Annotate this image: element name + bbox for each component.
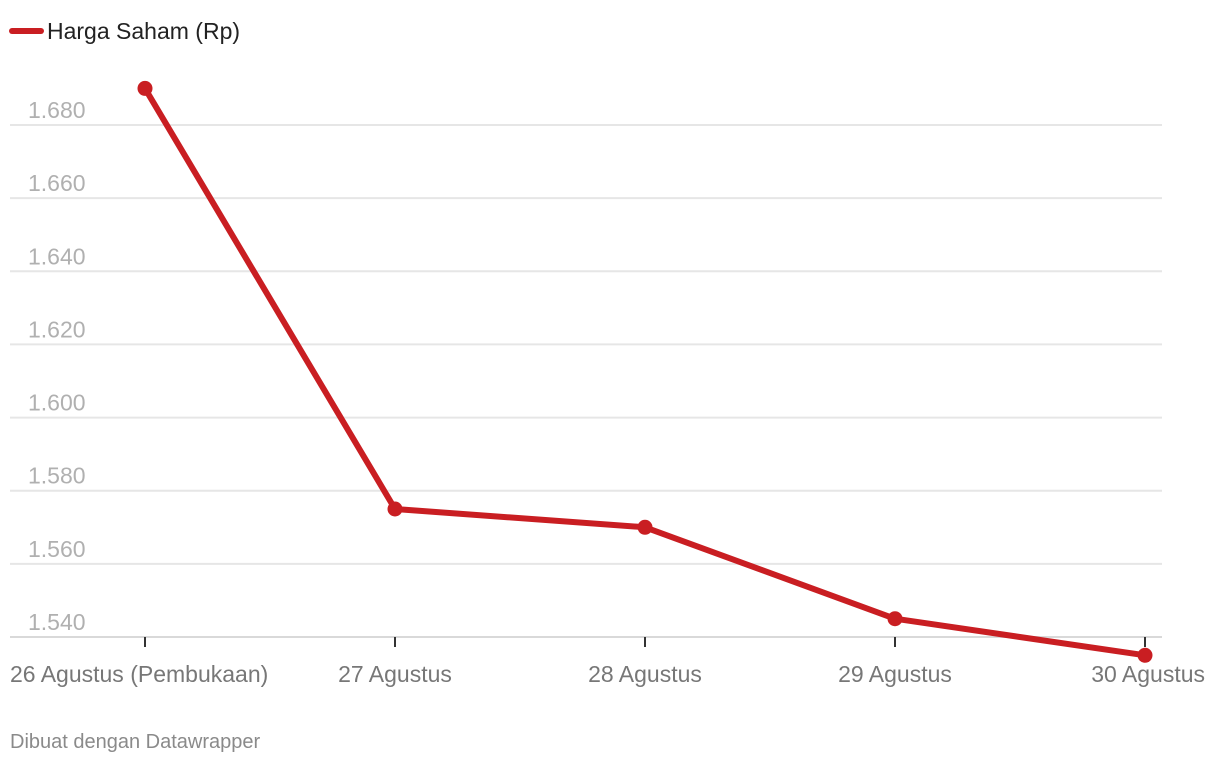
x-tick-label-3: 29 Agustus bbox=[838, 661, 952, 687]
chart-legend: Harga Saham (Rp) bbox=[9, 18, 240, 44]
y-tick-label-1560: 1.560 bbox=[28, 536, 86, 562]
y-tick-label-1620: 1.620 bbox=[28, 316, 86, 342]
x-tick-label-0: 26 Agustus (Pembukaan) bbox=[10, 661, 268, 687]
credit-text: Dibuat dengan Datawrapper bbox=[10, 731, 261, 753]
data-point-3 bbox=[887, 611, 903, 627]
y-tick-label-1600: 1.600 bbox=[28, 390, 86, 416]
grid-lines bbox=[10, 124, 1162, 638]
series-harga-saham bbox=[137, 80, 1153, 663]
data-point-1 bbox=[387, 501, 403, 517]
data-point-4 bbox=[1137, 647, 1153, 663]
y-tick-label-1680: 1.680 bbox=[28, 97, 86, 123]
x-tick-label-2: 28 Agustus bbox=[588, 661, 702, 687]
legend-label-harga-saham: Harga Saham (Rp) bbox=[47, 18, 240, 44]
x-axis: 26 Agustus (Pembukaan) 27 Agustus 28 Agust… bbox=[10, 637, 1205, 687]
x-tick-label-4: 30 Agustus bbox=[1091, 661, 1205, 687]
series-line-0 bbox=[142, 85, 1148, 659]
data-point-0 bbox=[137, 80, 153, 96]
y-tick-label-1580: 1.580 bbox=[28, 463, 86, 489]
x-tick-label-1: 27 Agustus bbox=[338, 661, 452, 687]
y-tick-label-1660: 1.660 bbox=[28, 170, 86, 196]
y-tick-label-1540: 1.540 bbox=[28, 609, 86, 635]
data-point-2 bbox=[637, 519, 653, 535]
y-axis-tick-labels: 1.540 1.560 1.580 1.600 1.620 1.640 1.660 1.680 bbox=[28, 97, 86, 635]
y-tick-label-1640: 1.640 bbox=[28, 243, 86, 269]
